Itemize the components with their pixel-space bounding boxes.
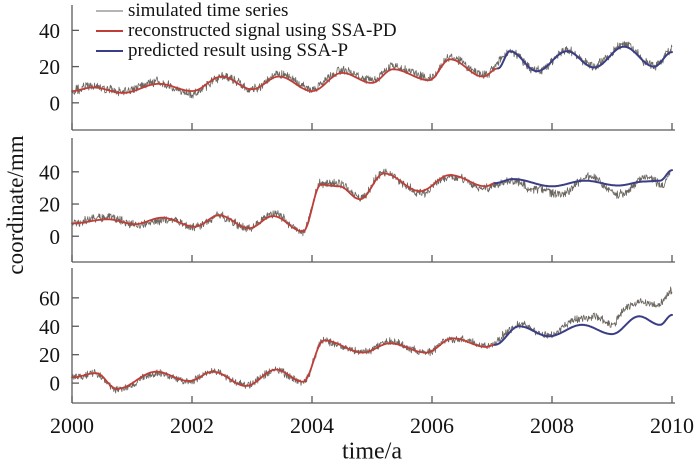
predicted-series-2 — [494, 169, 673, 188]
legend-item-predicted: predicted result using SSA-P — [96, 41, 397, 61]
reconstructed-series-3 — [71, 337, 496, 390]
reconstructed-series-2 — [71, 172, 496, 233]
x-tick-label: 2004 — [290, 413, 334, 438]
chart-legend: simulated time series reconstructed sign… — [96, 1, 397, 61]
reconstructed-line-swatch-icon — [96, 30, 123, 32]
x-tick-label: 2010 — [650, 413, 694, 438]
legend-label-predicted: predicted result using SSA-P — [128, 40, 349, 61]
simulated-line-swatch-icon — [96, 10, 123, 12]
predicted-series-1 — [497, 45, 673, 73]
x-tick-label: 2002 — [170, 413, 214, 438]
legend-label-simulated: simulated time series — [128, 0, 289, 21]
reconstructed-series-1 — [71, 58, 499, 94]
legend-label-reconstructed: reconstructed signal using SSA-PD — [128, 20, 397, 41]
predicted-series-3 — [494, 313, 673, 346]
y-tick-label: 20 — [39, 55, 60, 79]
y-axis-label: coordinate/mm — [3, 135, 28, 275]
x-tick-label: 2008 — [530, 413, 574, 438]
y-tick-label: 60 — [39, 286, 60, 310]
y-tick-label: 0 — [50, 372, 61, 396]
predicted-line-swatch-icon — [96, 50, 123, 52]
x-axis-label: time/a — [342, 438, 402, 465]
x-tick-label: 2000 — [50, 413, 94, 438]
y-tick-label: 0 — [50, 91, 61, 115]
legend-item-simulated: simulated time series — [96, 1, 397, 21]
y-tick-label: 40 — [39, 19, 60, 43]
y-tick-label: 40 — [39, 315, 60, 339]
simulated-series-2 — [71, 168, 673, 237]
y-tick-label: 0 — [50, 225, 61, 249]
y-tick-label: 20 — [39, 343, 60, 367]
y-tick-label: 20 — [39, 193, 60, 217]
simulated-series-3 — [71, 286, 673, 394]
x-tick-label: 2006 — [410, 413, 454, 438]
y-tick-label: 40 — [39, 160, 60, 184]
legend-item-reconstructed: reconstructed signal using SSA-PD — [96, 21, 397, 41]
